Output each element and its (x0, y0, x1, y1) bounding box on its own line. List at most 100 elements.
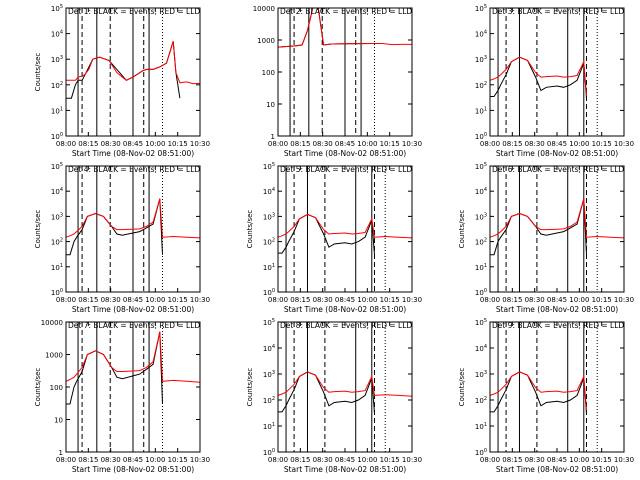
y-tick-label: 105 (475, 318, 487, 327)
y-tick-label: 105 (51, 162, 63, 171)
y-tick-label: 105 (475, 4, 487, 13)
x-tick-label: 10:30 (614, 456, 634, 464)
plot-frame (277, 321, 413, 453)
series-events-line (278, 371, 375, 414)
x-tick-label: 10:30 (614, 140, 634, 148)
y-tick-label: 101 (475, 106, 487, 115)
y-tick-label: 1000 (45, 352, 63, 360)
series-lld-line (489, 371, 587, 411)
chart-panel-1: 08:00 08:15 08:30 08:45 10:00 10:15 10:30 100 10… (34, 4, 210, 158)
x-tick-label: 10:30 (190, 296, 210, 304)
chart-panel-5: 08:00 08:15 08:30 08:45 10:00 10:15 10:30 100 10… (246, 162, 422, 314)
x-axis-label: Start Time (08-Nov-02 08:51:00) (72, 149, 194, 158)
x-tick-label: 10:00 (357, 456, 377, 464)
x-tick-label: 10:00 (145, 456, 165, 464)
series-events-line (490, 371, 587, 414)
x-tick-label: 08:45 (123, 296, 143, 304)
x-tick-label: 10:30 (190, 456, 210, 464)
y-tick-label: 102 (51, 238, 63, 247)
plot-frame (489, 7, 625, 137)
x-tick-label: 08:00 (268, 456, 288, 464)
y-tick-label: 100 (51, 132, 63, 141)
x-axis-label: Start Time (08-Nov-02 08:51:00) (284, 305, 406, 314)
y-tick-label: 101 (51, 263, 63, 272)
y-tick-label: 102 (51, 81, 63, 90)
y-tick-label: 100 (263, 288, 275, 297)
y-tick-label: 100 (51, 288, 63, 297)
x-tick-label: 08:30 (313, 296, 333, 304)
y-tick-label: 103 (475, 370, 487, 379)
series-events-line (278, 213, 375, 255)
x-tick-label: 08:45 (547, 140, 567, 148)
y-axis-label: Counts/sec (458, 368, 466, 407)
series-lld-line (65, 198, 201, 239)
y-tick-label: 104 (51, 187, 63, 196)
x-tick-label: 08:45 (123, 140, 143, 148)
chart-panel-8: 08:00 08:15 08:30 08:45 10:00 10:15 10:30 100 10… (246, 318, 422, 474)
y-tick-label: 105 (263, 318, 275, 327)
y-axis-label: Counts/sec (246, 210, 254, 249)
y-tick-label: 100 (475, 288, 487, 297)
y-tick-label: 101 (475, 263, 487, 272)
chart-panel-3: 08:00 08:15 08:30 08:45 10:00 10:15 10:30 100 10… (475, 4, 634, 158)
series-events-line (66, 198, 163, 256)
y-tick-label: 102 (263, 238, 275, 247)
x-axis-label: Start Time (08-Nov-02 08:51:00) (496, 465, 618, 474)
chart-title: Det 5: BLACK = Events, RED = LLD (280, 165, 412, 174)
y-tick-label: 103 (475, 55, 487, 64)
y-tick-label: 103 (263, 212, 275, 221)
y-tick-label: 100 (262, 69, 275, 77)
series-lld-line (489, 198, 625, 239)
x-tick-label: 08:45 (335, 296, 355, 304)
y-tick-label: 103 (51, 55, 63, 64)
series-lld-line (65, 331, 201, 383)
x-tick-label: 10:15 (168, 296, 188, 304)
chart-panel-4: 08:00 08:15 08:30 08:45 10:00 10:15 10:30 100 10… (34, 162, 210, 314)
x-tick-label: 08:30 (101, 296, 121, 304)
x-tick-label: 08:15 (78, 456, 98, 464)
x-tick-label: 10:15 (592, 296, 612, 304)
x-axis-label: Start Time (08-Nov-02 08:51:00) (72, 305, 194, 314)
chart-title: Det 8: BLACK = Events, RED = LLD (280, 321, 412, 330)
x-tick-label: 08:00 (56, 296, 76, 304)
series-events-line (66, 331, 163, 405)
chart-panel-9: 08:00 08:15 08:30 08:45 10:00 10:15 10:30 100 10… (458, 318, 634, 474)
y-axis-label: Counts/sec (34, 368, 42, 407)
chart-title: Det 9: BLACK = Events, RED = LLD (492, 321, 624, 330)
x-tick-label: 10:15 (592, 456, 612, 464)
x-tick-label: 08:30 (525, 140, 545, 148)
y-tick-label: 104 (263, 344, 275, 353)
y-tick-label: 101 (475, 422, 487, 431)
series-lld-line (277, 7, 412, 48)
x-tick-label: 10:15 (168, 456, 188, 464)
y-tick-label: 10000 (253, 5, 275, 13)
x-tick-label: 10:15 (592, 140, 612, 148)
y-tick-label: 103 (51, 212, 63, 221)
y-tick-label: 101 (263, 422, 275, 431)
x-tick-label: 08:00 (56, 140, 76, 148)
y-tick-label: 104 (51, 30, 63, 39)
x-tick-label: 08:00 (268, 140, 288, 148)
x-tick-label: 08:00 (268, 296, 288, 304)
y-axis-label: Counts/sec (246, 368, 254, 407)
x-tick-label: 08:15 (78, 296, 98, 304)
x-tick-label: 08:00 (480, 140, 500, 148)
y-tick-label: 10000 (41, 319, 63, 327)
series-lld-line (277, 213, 413, 239)
series-lld-line (277, 371, 413, 397)
y-tick-label: 101 (263, 263, 275, 272)
x-tick-label: 08:45 (335, 140, 355, 148)
y-axis-label: Counts/sec (34, 53, 42, 92)
x-axis-label: Start Time (08-Nov-02 08:51:00) (496, 149, 618, 158)
y-tick-label: 103 (475, 212, 487, 221)
x-tick-label: 08:15 (502, 140, 522, 148)
x-tick-label: 08:15 (78, 140, 98, 148)
y-tick-label: 102 (263, 396, 275, 405)
x-tick-label: 10:00 (145, 296, 165, 304)
chart-title: Det 7: BLACK = Events, RED = LLD (68, 321, 200, 330)
x-tick-label: 08:30 (101, 140, 121, 148)
x-tick-label: 08:30 (101, 456, 121, 464)
x-tick-label: 10:30 (614, 296, 634, 304)
x-tick-label: 08:00 (480, 296, 500, 304)
y-tick-label: 100 (475, 448, 487, 457)
